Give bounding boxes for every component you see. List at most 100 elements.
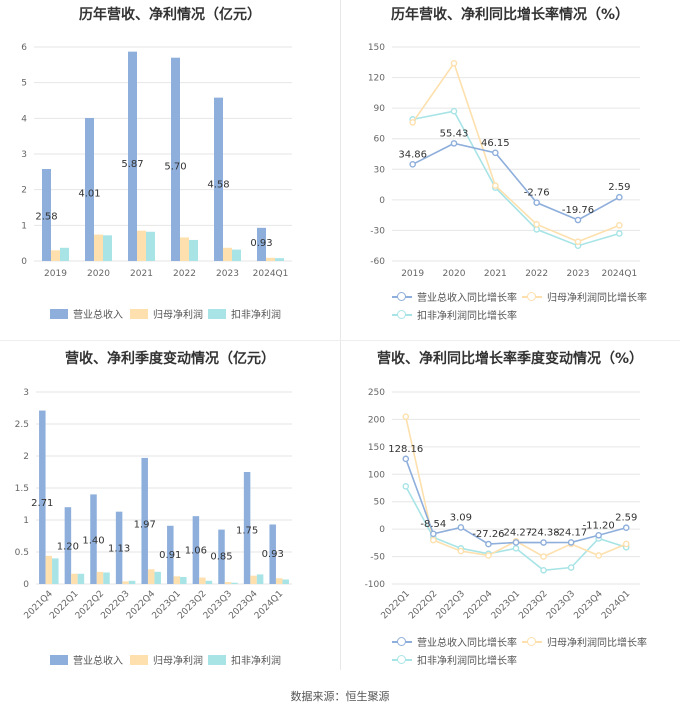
y-tick-label: 1 bbox=[23, 516, 29, 526]
bar bbox=[266, 257, 275, 261]
y-tick-label: 5 bbox=[21, 79, 27, 89]
bar bbox=[94, 234, 103, 261]
legend-item-revenue[interactable]: 营业总收入 bbox=[50, 652, 123, 667]
y-tick-label: 1 bbox=[21, 221, 27, 231]
y-tick-label: 3 bbox=[23, 388, 29, 398]
bar bbox=[180, 237, 189, 261]
x-tick-label: 2022Q4 bbox=[462, 589, 495, 622]
data-point bbox=[540, 539, 547, 546]
legend-label: 归母净利润同比增长率 bbox=[547, 293, 647, 304]
bar bbox=[103, 572, 110, 584]
bar bbox=[167, 525, 174, 584]
y-tick-label: 90 bbox=[374, 104, 386, 114]
bar bbox=[223, 247, 232, 261]
data-point bbox=[512, 539, 520, 546]
legend-item-revenue-growth[interactable]: 营业总收入同比增长率 bbox=[392, 289, 517, 304]
data-label: 0.91 bbox=[159, 550, 181, 561]
y-tick-label: 0 bbox=[379, 196, 385, 206]
data-point bbox=[595, 552, 602, 559]
y-tick-label: 3 bbox=[21, 150, 27, 160]
data-point bbox=[540, 566, 547, 574]
x-tick-label: 2020 bbox=[443, 269, 466, 279]
bar bbox=[115, 511, 123, 584]
legend-item-deducted-growth[interactable]: 扣非净利润同比增长率 bbox=[392, 307, 517, 322]
bar bbox=[64, 507, 72, 584]
x-tick-label: 2019 bbox=[401, 269, 424, 279]
y-tick-label: 60 bbox=[374, 135, 386, 145]
data-label: -24.17 bbox=[555, 527, 587, 538]
bar bbox=[224, 582, 232, 584]
legend-label: 营业总收入同比增长率 bbox=[417, 638, 517, 649]
legend-swatch bbox=[392, 636, 412, 647]
legend-item-parent-growth[interactable]: 归母净利润同比增长率 bbox=[522, 634, 647, 649]
data-point bbox=[574, 216, 582, 224]
y-tick-label: 30 bbox=[374, 165, 386, 175]
data-label: 0.93 bbox=[262, 549, 284, 560]
data-label: 1.75 bbox=[236, 526, 258, 537]
data-point bbox=[567, 564, 575, 571]
legend-swatch bbox=[522, 291, 542, 302]
data-label: 34.86 bbox=[398, 149, 427, 160]
legend-item-parent-profit[interactable]: 归母净利润 bbox=[130, 306, 203, 321]
x-tick-label: 2022 bbox=[173, 269, 196, 279]
data-point bbox=[450, 60, 458, 67]
data-label: 4.58 bbox=[207, 179, 229, 190]
data-label: 128.16 bbox=[388, 444, 423, 455]
data-point bbox=[430, 536, 437, 544]
data-label: 1.06 bbox=[185, 545, 207, 556]
bar bbox=[103, 235, 112, 261]
data-label: -8.54 bbox=[420, 519, 446, 530]
y-tick-label: 150 bbox=[368, 43, 385, 53]
bar bbox=[282, 579, 289, 584]
data-label: 55.43 bbox=[440, 128, 469, 139]
y-tick-label: 0 bbox=[21, 257, 27, 267]
data-label: 3.09 bbox=[450, 512, 472, 523]
data-label: 2.58 bbox=[35, 212, 57, 223]
data-label: -11.20 bbox=[583, 520, 615, 531]
legend-item-revenue[interactable]: 营业总收入 bbox=[50, 306, 123, 321]
y-tick-label: 0 bbox=[379, 525, 385, 535]
bar bbox=[77, 573, 85, 584]
bar bbox=[122, 581, 129, 584]
legend-item-parent-profit[interactable]: 归母净利润 bbox=[130, 652, 203, 667]
legend-item-deducted-profit[interactable]: 扣非净利润 bbox=[208, 306, 281, 321]
bar bbox=[96, 571, 104, 584]
x-tick-label: 2023Q1 bbox=[490, 589, 522, 621]
y-tick-label: -100 bbox=[365, 580, 386, 590]
data-label: -24.38 bbox=[527, 528, 559, 539]
bar bbox=[141, 457, 148, 584]
legend-item-deducted-profit[interactable]: 扣非净利润 bbox=[208, 652, 281, 667]
data-source-footer: 数据来源：恒生聚源 bbox=[290, 690, 390, 703]
data-point bbox=[540, 553, 547, 560]
x-tick-label: 2023 bbox=[567, 269, 590, 279]
data-point bbox=[402, 413, 410, 420]
x-tick-label: 2021 bbox=[130, 269, 153, 279]
bar bbox=[199, 577, 206, 584]
x-tick-label: 2021 bbox=[484, 269, 507, 279]
bar bbox=[232, 249, 241, 261]
y-tick-label: 100 bbox=[368, 470, 385, 480]
legend-swatch bbox=[130, 308, 148, 319]
y-tick-label: -50 bbox=[370, 553, 385, 563]
x-tick-label: 2020 bbox=[87, 269, 110, 279]
legend-swatch bbox=[50, 308, 68, 319]
data-point bbox=[485, 552, 492, 559]
legend-label: 归母净利润 bbox=[153, 310, 203, 321]
data-label: -24.27 bbox=[500, 527, 532, 538]
chart-title: 营收、净利同比增长率季度变动情况（%） bbox=[376, 351, 644, 367]
legend-swatch bbox=[208, 654, 226, 665]
x-tick-label: 2022Q2 bbox=[407, 589, 439, 621]
legend-item-deducted-growth[interactable]: 扣非净利润同比增长率 bbox=[392, 652, 517, 667]
x-tick-label: 2023Q2 bbox=[517, 589, 549, 621]
legend-swatch bbox=[208, 308, 226, 319]
legend-item-revenue-growth[interactable]: 营业总收入同比增长率 bbox=[392, 634, 517, 649]
x-tick-label: 2019 bbox=[44, 269, 67, 279]
x-tick-label: 2023Q4 bbox=[572, 589, 605, 622]
legend-item-parent-growth[interactable]: 归母净利润同比增长率 bbox=[522, 289, 647, 304]
data-point bbox=[402, 455, 410, 463]
x-tick-label: 2023 bbox=[216, 269, 239, 279]
legend-swatch bbox=[50, 654, 68, 665]
bar-chart-quarterly: 00.511.522.532021Q42022Q12022Q22022Q3202… bbox=[15, 388, 292, 621]
bar bbox=[147, 569, 155, 584]
legend-label: 扣非净利润同比增长率 bbox=[417, 656, 517, 667]
